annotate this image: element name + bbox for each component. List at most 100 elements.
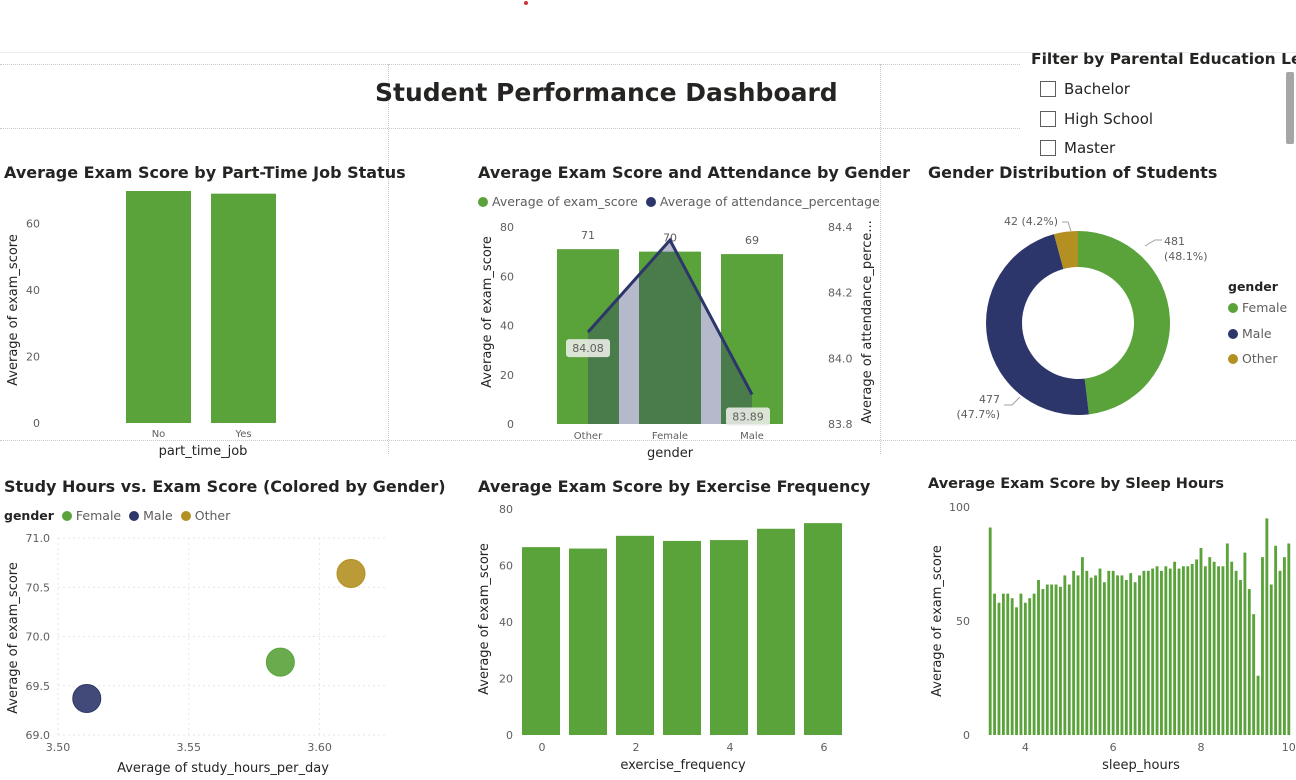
legend-label: Female [1242, 300, 1288, 315]
y2-tick-label: 84.2 [828, 287, 853, 300]
bar [1160, 570, 1163, 735]
scatter-legend: gender Female Male Other [4, 508, 230, 523]
legend-swatch-icon [1228, 353, 1238, 364]
y-tick-label: 71.0 [26, 532, 51, 545]
bar [1256, 675, 1260, 735]
red-marker [524, 1, 528, 5]
bar [1177, 568, 1181, 735]
y-tick-label: 0 [33, 417, 40, 430]
combo-legend: Average of exam_score Average of attenda… [478, 194, 880, 209]
bar [993, 593, 997, 735]
legend-label: Average of attendance_percentage [659, 194, 880, 209]
bar [1142, 570, 1146, 735]
bar [997, 602, 1001, 735]
bar [1181, 566, 1185, 735]
y-axis-title: Average of exam_score [477, 543, 492, 695]
y-tick-label: 60 [500, 270, 514, 283]
bar [757, 528, 795, 735]
y-tick-label: 80 [500, 221, 514, 234]
donut-slice [1054, 231, 1078, 269]
bar [211, 193, 276, 423]
x-axis-title: Average of study_hours_per_day [117, 761, 329, 776]
legend-item-male: Male [1228, 326, 1272, 341]
x-tick-label: 0 [539, 741, 546, 754]
bar [1269, 584, 1273, 735]
y-tick-label: 20 [500, 369, 514, 382]
bar [1133, 582, 1137, 735]
legend-label: Average of exam_score [492, 194, 638, 209]
bar [1168, 568, 1172, 735]
y-tick-label: 50 [956, 615, 970, 628]
legend-swatch-icon [61, 510, 72, 521]
bar [1155, 566, 1159, 735]
page-title: Student Performance Dashboard [375, 78, 838, 107]
exercise-chart-title: Average Exam Score by Exercise Frequency [478, 477, 871, 496]
bar [1265, 518, 1269, 735]
slicer-item-label: High School [1064, 110, 1154, 128]
slicer-item-high-school[interactable]: High School [1040, 110, 1153, 128]
x-tick-label: 3.60 [307, 741, 332, 754]
slicer-item-label: Master [1064, 139, 1116, 157]
legend-swatch-icon [129, 510, 140, 521]
y-tick-label: 40 [500, 320, 514, 333]
y-axis-title: Average of exam_score [6, 234, 21, 386]
y2-tick-label: 83.8 [828, 418, 853, 431]
bar [1111, 570, 1115, 735]
y-tick-label: 20 [499, 673, 513, 686]
checkbox-icon[interactable] [1040, 140, 1056, 156]
y-tick-label: 60 [499, 560, 513, 573]
data-label-box [566, 339, 610, 358]
bar [1151, 568, 1155, 735]
bar [1190, 564, 1194, 735]
bar [569, 548, 607, 735]
attendance-line [586, 237, 754, 396]
x-tick-label: Yes [234, 429, 251, 440]
checkbox-icon[interactable] [1040, 111, 1056, 127]
sleep-chart-title: Average Exam Score by Sleep Hours [928, 476, 1225, 492]
y-tick-label: 40 [499, 616, 513, 629]
x-tick-label: 4 [1022, 741, 1029, 754]
y-tick-label: 40 [26, 284, 40, 297]
bar [1234, 570, 1238, 735]
bar [1221, 566, 1225, 735]
leader-line [1004, 396, 1021, 406]
bar [1124, 579, 1128, 735]
bar [1015, 607, 1018, 735]
bar [1186, 566, 1190, 735]
legend-item-other: Other [1228, 351, 1278, 366]
slicer-title: Filter by Parental Education Level [1031, 50, 1296, 68]
bar [1146, 570, 1150, 735]
slicer-scrollbar[interactable] [1286, 72, 1294, 144]
canvas-grid-vline [880, 64, 881, 454]
bar [616, 535, 654, 735]
scatter-point [72, 684, 102, 714]
x-tick-label: 6 [1110, 741, 1117, 754]
bar [1247, 589, 1251, 735]
bar [1116, 575, 1119, 735]
x-tick-label: Female [652, 431, 688, 442]
bar [1287, 543, 1291, 735]
x-tick-label: 3.55 [177, 741, 202, 754]
legend-label: Male [143, 508, 173, 523]
canvas-grid-line [0, 64, 1020, 65]
bar [1199, 548, 1203, 735]
data-label: 84.08 [572, 342, 604, 355]
slicer-item-bachelor[interactable]: Bachelor [1040, 80, 1130, 98]
donut-chart-title: Gender Distribution of Students [928, 163, 1218, 182]
bar [1059, 586, 1062, 735]
bar [1001, 593, 1005, 735]
x-tick-label: No [152, 429, 166, 440]
data-label: 477 [979, 393, 1000, 406]
canvas-grid-line [0, 128, 1020, 129]
y-tick-label: 80 [499, 503, 513, 516]
donut-slice [985, 234, 1089, 415]
y-tick-label: 100 [949, 501, 970, 514]
bar [1274, 545, 1278, 735]
bar [1094, 575, 1098, 735]
bar [1010, 598, 1014, 735]
canvas-grid-vline [388, 64, 389, 454]
bar [1261, 557, 1264, 735]
checkbox-icon[interactable] [1040, 81, 1056, 97]
x-tick-label: 6 [821, 741, 828, 754]
slicer-item-master[interactable]: Master [1040, 139, 1115, 157]
